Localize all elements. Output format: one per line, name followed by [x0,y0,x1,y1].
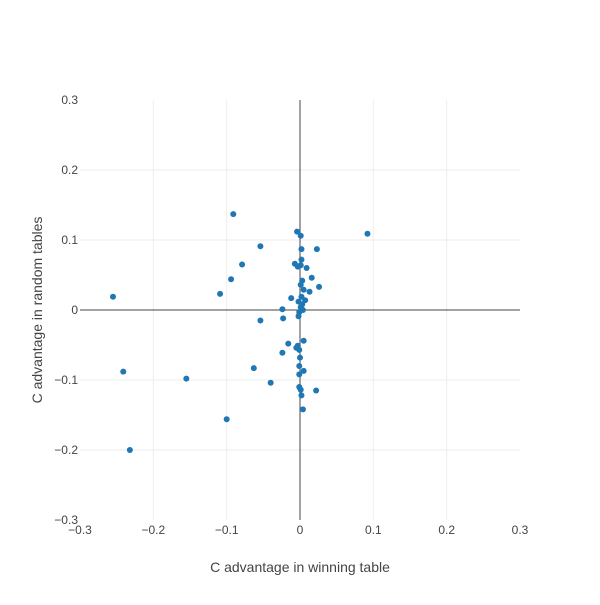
data-point [306,288,313,295]
data-point [110,293,116,300]
y-tick-label: 0.2 [61,163,78,177]
data-point [300,367,307,374]
data-point [300,337,307,344]
data-point [257,243,264,250]
data-point [313,246,320,253]
data-point [298,246,305,253]
data-point [120,368,127,375]
data-point [223,416,230,423]
data-point [230,211,237,218]
data-point [257,317,264,324]
data-point [288,295,295,302]
data-point [183,375,190,382]
y-tick-label: −0.3 [54,513,78,527]
data-point [285,340,292,347]
data-point [279,349,286,356]
x-tick-label: 0 [297,523,304,537]
data-point [250,365,257,372]
data-point [298,256,305,263]
y-axis-title: C advantage in random tables [29,217,45,404]
data-point [313,387,320,394]
y-tick-label: 0.1 [61,233,78,247]
x-tick-label: 0.3 [512,523,529,537]
data-point [296,371,303,378]
data-point [297,262,304,269]
x-tick-labels: −0.3 −0.2 −0.1 0 0.1 0.2 0.3 [68,523,529,537]
x-tick-label: 0.2 [438,523,455,537]
data-point [298,392,305,399]
data-point [364,230,371,237]
data-point [308,274,315,281]
y-tick-label: 0.3 [61,93,78,107]
data-point [126,447,133,453]
data-point [228,276,235,283]
data-point [297,281,304,288]
data-point [217,290,224,297]
data-point [294,228,301,235]
data-point [303,265,310,271]
data-point [316,283,323,290]
data-point [297,386,304,393]
data-point [267,379,274,386]
data-point [280,315,287,322]
data-point [279,306,286,313]
data-point [295,313,302,320]
data-point [299,406,306,413]
x-axis-title: C advantage in winning table [210,559,390,575]
data-point [296,363,303,369]
data-point [297,354,303,361]
x-tick-label: −0.3 [68,523,92,537]
y-tick-labels: −0.3 −0.2 −0.1 0 0.1 0.2 0.3 [54,93,78,527]
x-tick-label: −0.1 [215,523,239,537]
x-tick-label: 0.1 [365,523,382,537]
y-tick-label: −0.1 [54,373,78,387]
data-points [110,211,371,453]
data-point [239,261,246,268]
data-point [302,297,309,304]
y-tick-label: 0 [71,303,78,317]
data-point [300,286,307,293]
y-tick-label: −0.2 [54,443,78,457]
data-point [297,232,304,239]
data-point [296,346,303,353]
x-tick-label: −0.2 [141,523,165,537]
